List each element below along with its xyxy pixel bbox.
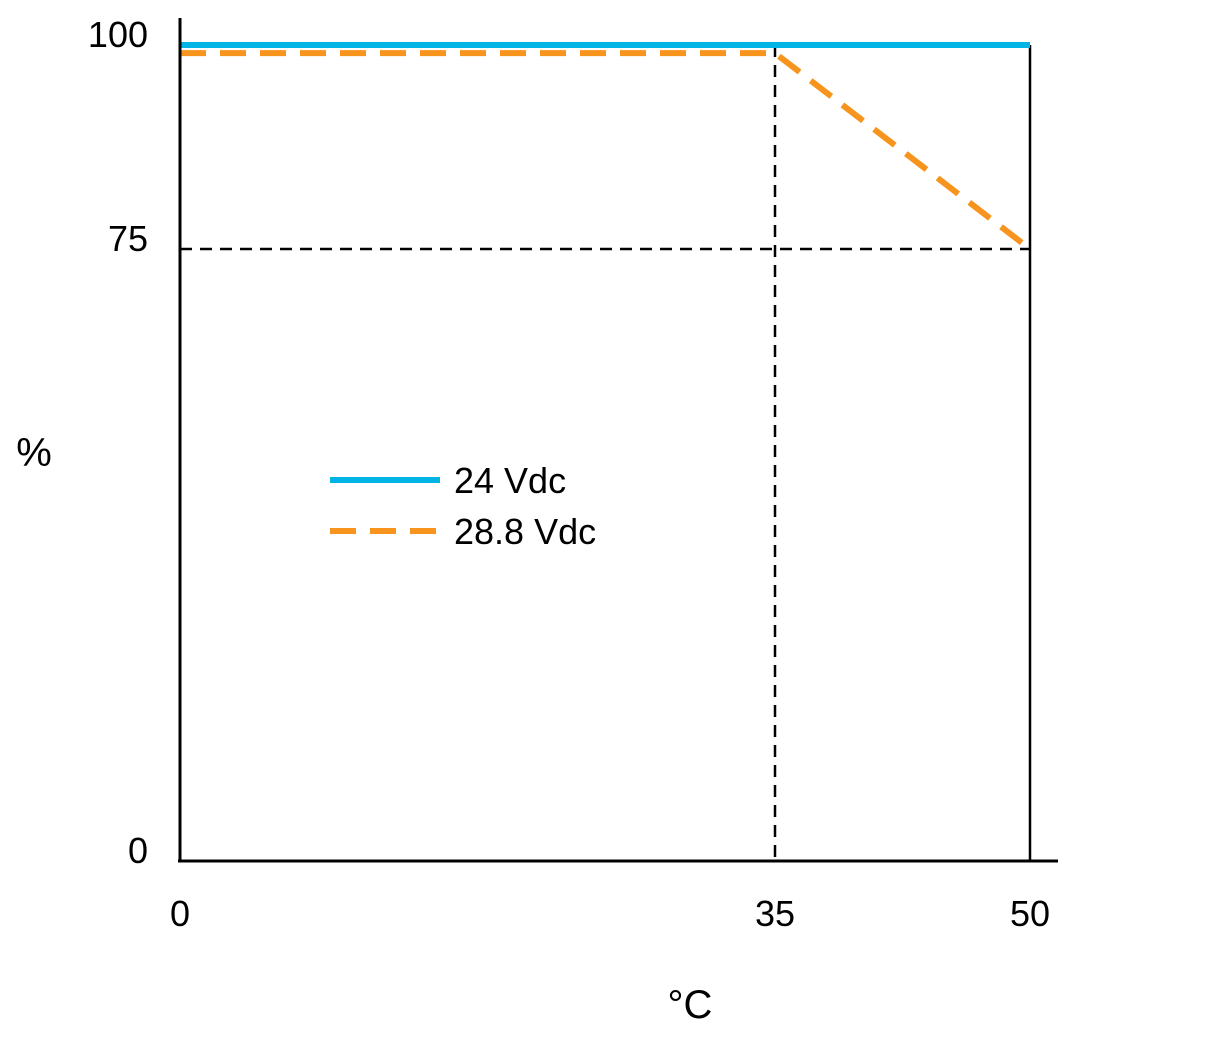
- x-axis-title: °C: [668, 983, 713, 1027]
- x-tick-label-35: 35: [755, 893, 795, 934]
- series-lines: [180, 42, 1032, 252]
- y-tick-label-75: 75: [108, 218, 148, 259]
- y-tick-label-100: 100: [88, 14, 148, 55]
- legend: 24 Vdc 28.8 Vdc: [330, 460, 596, 552]
- y-tick-label-0: 0: [128, 830, 148, 871]
- legend-label-2: 28.8 Vdc: [454, 511, 596, 552]
- axes: [178, 18, 1058, 863]
- x-tick-label-0: 0: [170, 893, 190, 934]
- reference-lines: [180, 45, 1032, 861]
- series-line-2: [180, 50, 1032, 252]
- x-tick-label-50: 50: [1010, 893, 1050, 934]
- tick-labels: 0 75 100 0 35 50: [88, 14, 1050, 934]
- y-axis-title: %: [16, 431, 52, 475]
- legend-label-1: 24 Vdc: [454, 460, 566, 501]
